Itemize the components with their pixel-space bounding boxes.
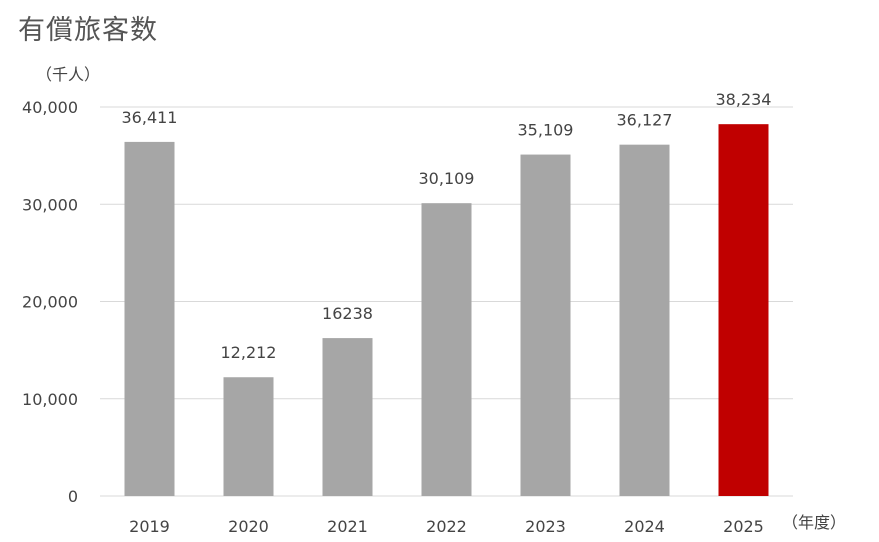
bar-2022 <box>422 203 472 496</box>
y-tick-label: 0 <box>68 487 78 506</box>
y-tick-label: 40,000 <box>22 98 78 117</box>
x-tick-label-2024: 2024 <box>624 517 665 536</box>
bar-2023 <box>521 155 571 496</box>
data-label-2020: 12,212 <box>221 343 277 362</box>
data-label-2024: 36,127 <box>617 111 673 130</box>
data-label-2021: 16238 <box>322 304 373 323</box>
data-label-2019: 36,411 <box>122 108 178 127</box>
bar-2025 <box>719 124 769 496</box>
data-label-2023: 35,109 <box>518 121 574 140</box>
bar-2021 <box>323 338 373 496</box>
y-axis-label: （千人） <box>36 65 100 84</box>
x-axis-label: （年度） <box>782 513 846 532</box>
x-tick-label-2020: 2020 <box>228 517 269 536</box>
x-tick-label-2022: 2022 <box>426 517 467 536</box>
bar-2020 <box>224 377 274 496</box>
data-label-2025: 38,234 <box>716 90 772 109</box>
x-tick-label-2023: 2023 <box>525 517 566 536</box>
y-tick-label: 20,000 <box>22 293 78 312</box>
bar-2019 <box>125 142 175 496</box>
bar-2024 <box>620 145 670 496</box>
y-tick-label: 10,000 <box>22 390 78 409</box>
x-tick-label-2025: 2025 <box>723 517 764 536</box>
x-tick-label-2019: 2019 <box>129 517 170 536</box>
y-tick-label: 30,000 <box>22 195 78 214</box>
x-tick-label-2021: 2021 <box>327 517 368 536</box>
data-label-2022: 30,109 <box>419 169 475 188</box>
